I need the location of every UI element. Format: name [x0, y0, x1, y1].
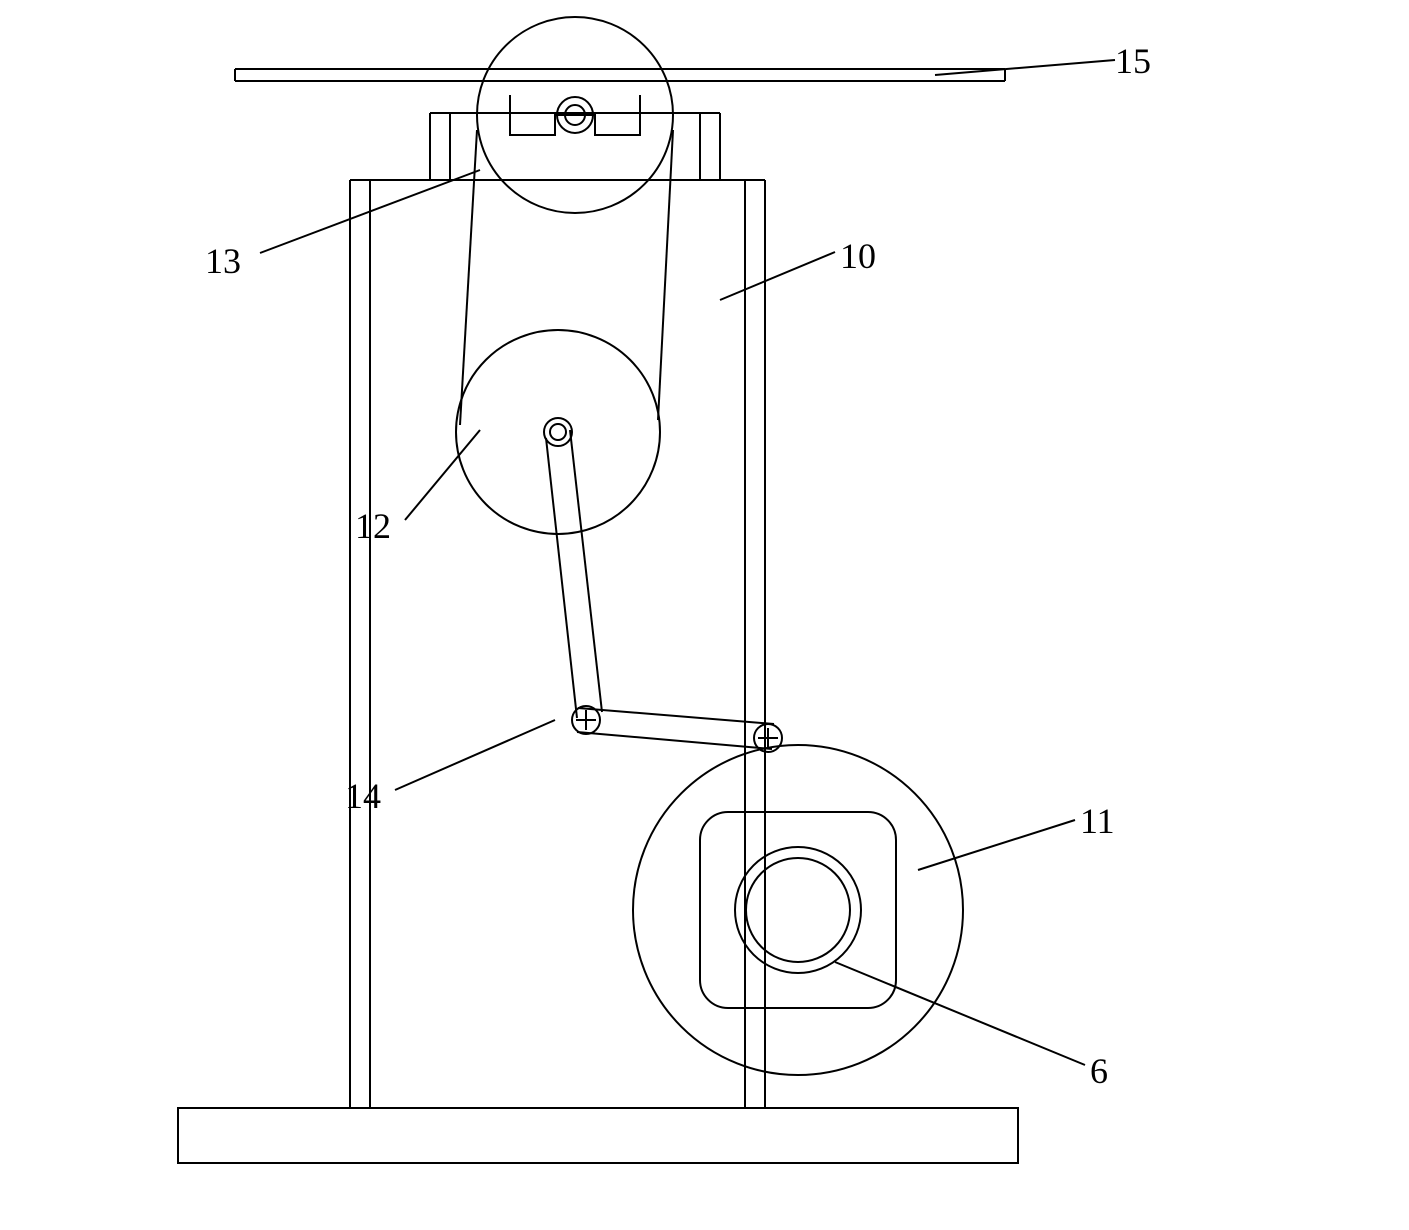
label-11: 11	[1080, 800, 1115, 842]
belt-right	[658, 130, 673, 420]
leader-12	[405, 430, 480, 520]
label-12: 12	[355, 505, 391, 547]
lower-wheel-inner	[746, 858, 850, 962]
lower-wheel-outer	[633, 745, 963, 1075]
label-14: 14	[345, 775, 381, 817]
diagram-container: 15 13 10 12 14 11 6	[0, 0, 1409, 1230]
crank-bottom	[577, 732, 772, 749]
leader-10	[720, 252, 835, 300]
top-bracket	[510, 95, 640, 135]
middle-wheel-outer	[456, 330, 660, 534]
conrod-right	[570, 430, 602, 712]
middle-wheel-center	[550, 424, 566, 440]
lower-square-plate	[700, 812, 896, 1008]
conrod-left	[546, 438, 577, 718]
lower-wheel-mid	[735, 847, 861, 973]
middle-wheel-hub	[544, 418, 572, 446]
base-plate	[178, 1108, 1018, 1163]
label-15: 15	[1115, 40, 1151, 82]
mechanical-diagram-svg	[0, 0, 1409, 1230]
leader-6	[835, 962, 1085, 1065]
label-13: 13	[205, 240, 241, 282]
leader-14	[395, 720, 555, 790]
leader-15	[935, 60, 1115, 75]
label-10: 10	[840, 235, 876, 277]
label-6: 6	[1090, 1050, 1108, 1092]
